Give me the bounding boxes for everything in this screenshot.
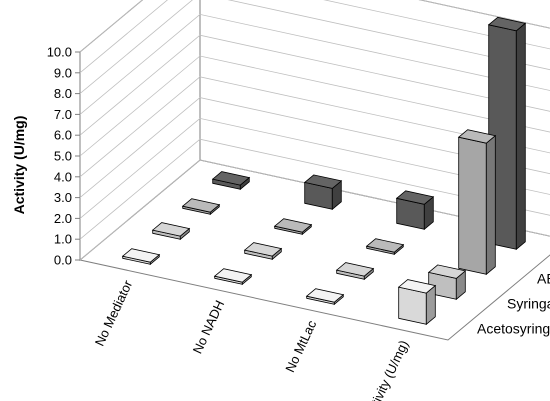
bar-top-face [121, 248, 161, 263]
category-label: No NADH [190, 298, 228, 356]
chart-bars [121, 16, 527, 326]
bar-3-1 [427, 264, 467, 301]
y-tick-label: 9.0 [54, 65, 72, 80]
bar-3-2 [457, 129, 497, 276]
bar-top-face [213, 268, 253, 283]
bar-2-1 [335, 262, 375, 281]
bar-front-face [398, 286, 427, 325]
bar-top-face [427, 264, 467, 279]
y-tick-label: 1.0 [54, 232, 72, 247]
bar-side-face [515, 22, 526, 251]
series-label: ABTS [537, 271, 550, 287]
bar-top-face [305, 288, 345, 303]
y-tick-label: 2.0 [54, 211, 72, 226]
bar-3-0 [397, 279, 437, 326]
bar-0-3 [211, 171, 251, 191]
bar-top-face [395, 190, 435, 205]
y-tick-label: 0.0 [54, 253, 72, 268]
chart-gridlines [79, 0, 550, 261]
bar-1-1 [243, 242, 283, 261]
bar-top-face [243, 242, 283, 257]
bar-side-face [485, 134, 496, 276]
bar-0-2 [181, 198, 221, 216]
bar-top-face [487, 16, 527, 32]
bar-top-face [211, 171, 251, 186]
bar-1-2 [273, 218, 313, 236]
bar-0-1 [151, 222, 191, 241]
y-tick-label: 3.0 [54, 190, 72, 205]
gridline [79, 55, 550, 157]
category-label: Activity (U/mg) [362, 338, 411, 401]
category-label: No Mediator [92, 277, 136, 348]
gridline [79, 76, 550, 178]
bar-top-face [273, 218, 313, 233]
series-labels: AcetosyringoneSyringaldehydeABTSSyringal… [477, 271, 550, 337]
bar-1-0 [213, 268, 253, 286]
y-tick-label: 4.0 [54, 169, 72, 184]
series-label: Acetosyringone [477, 321, 550, 337]
y-tick-label: 10.0 [47, 45, 72, 60]
bar-top-face [397, 279, 437, 294]
y-tick-label: 6.0 [54, 128, 72, 143]
y-tick-label: 5.0 [54, 149, 72, 164]
gridline [79, 138, 550, 240]
bar-2-0 [305, 288, 345, 306]
category-label: No MtLac [282, 317, 319, 374]
bar-1-3 [303, 174, 343, 211]
gridline [79, 97, 550, 198]
bar-top-face [151, 222, 191, 237]
bar-top-face [303, 174, 343, 189]
y-tick-label: 8.0 [54, 86, 72, 101]
gridline [79, 117, 550, 219]
gridline [79, 13, 550, 115]
bar-top-face [181, 198, 221, 213]
bar-2-3 [395, 190, 435, 231]
gridline [79, 34, 550, 136]
bar-top-face [365, 238, 405, 253]
series-label: Syringaldehyde [507, 296, 550, 312]
y-tick-label: 7.0 [54, 107, 72, 122]
bar-2-2 [365, 238, 405, 256]
bar-0-0 [121, 248, 161, 266]
gridline [79, 0, 550, 74]
y-axis-label: Activity (U/mg) [11, 116, 27, 215]
bar-top-face [457, 129, 497, 144]
bar-top-face [335, 262, 375, 277]
gridline [79, 0, 550, 94]
bar-front-face [458, 136, 487, 275]
gridline [79, 0, 550, 53]
y-axis-ticks: 0.0 1.0 2.0 3.0 4.0 5.0 6.0 7.0 8.0 9.0 10.0 [47, 45, 80, 268]
gridline [79, 159, 550, 261]
